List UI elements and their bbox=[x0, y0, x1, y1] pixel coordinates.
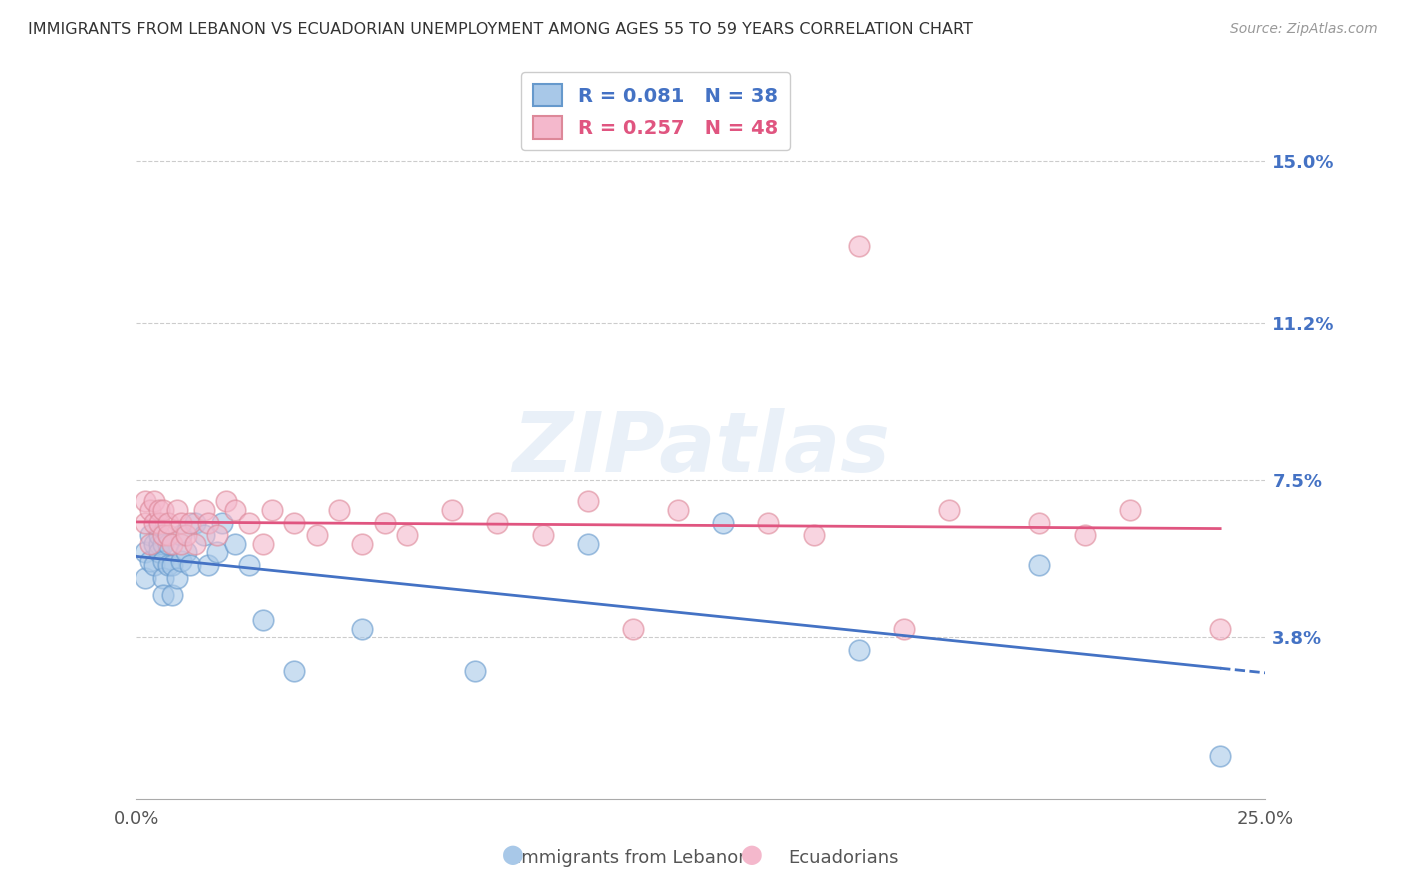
Point bbox=[758, 516, 780, 530]
Point bbox=[260, 503, 283, 517]
Point bbox=[143, 537, 166, 551]
Point bbox=[848, 643, 870, 657]
Point bbox=[215, 494, 238, 508]
Point bbox=[350, 537, 373, 551]
Point bbox=[464, 665, 486, 679]
Point bbox=[166, 503, 188, 517]
Point bbox=[170, 554, 193, 568]
Point bbox=[576, 537, 599, 551]
Point bbox=[211, 516, 233, 530]
Point bbox=[156, 558, 179, 573]
Point bbox=[350, 622, 373, 636]
Point bbox=[193, 503, 215, 517]
Point bbox=[486, 516, 509, 530]
Point bbox=[396, 528, 419, 542]
Point bbox=[148, 503, 170, 517]
Point bbox=[156, 537, 179, 551]
Text: Ecuadorians: Ecuadorians bbox=[789, 849, 898, 867]
Point bbox=[152, 571, 174, 585]
Text: Immigrants from Lebanon: Immigrants from Lebanon bbox=[516, 849, 749, 867]
Point bbox=[143, 516, 166, 530]
Point bbox=[179, 516, 201, 530]
Point bbox=[179, 558, 201, 573]
Point bbox=[138, 537, 160, 551]
Point bbox=[283, 665, 305, 679]
Point bbox=[138, 503, 160, 517]
Point bbox=[166, 571, 188, 585]
Point bbox=[576, 494, 599, 508]
Point bbox=[531, 528, 554, 542]
Point bbox=[184, 537, 207, 551]
Point bbox=[848, 239, 870, 253]
Point bbox=[162, 558, 184, 573]
Point bbox=[938, 503, 960, 517]
Legend: R = 0.081   N = 38, R = 0.257   N = 48: R = 0.081 N = 38, R = 0.257 N = 48 bbox=[522, 72, 790, 150]
Point bbox=[328, 503, 350, 517]
Point bbox=[1119, 503, 1142, 517]
Point bbox=[373, 516, 395, 530]
Point bbox=[162, 588, 184, 602]
Point bbox=[305, 528, 328, 542]
Point bbox=[1028, 516, 1050, 530]
Point bbox=[148, 537, 170, 551]
Point bbox=[138, 528, 160, 542]
Point bbox=[711, 516, 734, 530]
Point bbox=[138, 554, 160, 568]
Point bbox=[803, 528, 825, 542]
Point bbox=[238, 516, 260, 530]
Point bbox=[1209, 622, 1232, 636]
Point bbox=[252, 537, 274, 551]
Point bbox=[621, 622, 644, 636]
Point bbox=[156, 516, 179, 530]
Point bbox=[134, 545, 156, 559]
Point bbox=[156, 528, 179, 542]
Point bbox=[1209, 749, 1232, 764]
Point bbox=[134, 571, 156, 585]
Point bbox=[193, 528, 215, 542]
Text: IMMIGRANTS FROM LEBANON VS ECUADORIAN UNEMPLOYMENT AMONG AGES 55 TO 59 YEARS COR: IMMIGRANTS FROM LEBANON VS ECUADORIAN UN… bbox=[28, 22, 973, 37]
Point bbox=[238, 558, 260, 573]
Point bbox=[134, 494, 156, 508]
Point bbox=[148, 528, 170, 542]
Point bbox=[152, 554, 174, 568]
Point bbox=[207, 528, 229, 542]
Point bbox=[174, 528, 197, 542]
Point bbox=[170, 516, 193, 530]
Point bbox=[197, 558, 219, 573]
Point bbox=[152, 503, 174, 517]
Point bbox=[148, 545, 170, 559]
Point bbox=[283, 516, 305, 530]
Point bbox=[1073, 528, 1095, 542]
Point bbox=[441, 503, 464, 517]
Point bbox=[197, 516, 219, 530]
Point bbox=[143, 494, 166, 508]
Point bbox=[184, 516, 207, 530]
Point bbox=[224, 503, 246, 517]
Point bbox=[893, 622, 915, 636]
Point bbox=[207, 545, 229, 559]
Point bbox=[174, 545, 197, 559]
Text: ⬤: ⬤ bbox=[502, 846, 524, 865]
Point bbox=[224, 537, 246, 551]
Point bbox=[152, 537, 174, 551]
Point bbox=[1028, 558, 1050, 573]
Point bbox=[148, 516, 170, 530]
Text: ⬤: ⬤ bbox=[741, 846, 763, 865]
Point bbox=[170, 528, 193, 542]
Text: Source: ZipAtlas.com: Source: ZipAtlas.com bbox=[1230, 22, 1378, 37]
Point bbox=[666, 503, 689, 517]
Point bbox=[252, 613, 274, 627]
Point bbox=[152, 588, 174, 602]
Point bbox=[152, 528, 174, 542]
Point bbox=[162, 537, 184, 551]
Point bbox=[134, 516, 156, 530]
Text: ZIPatlas: ZIPatlas bbox=[512, 408, 890, 489]
Point bbox=[143, 558, 166, 573]
Point bbox=[170, 537, 193, 551]
